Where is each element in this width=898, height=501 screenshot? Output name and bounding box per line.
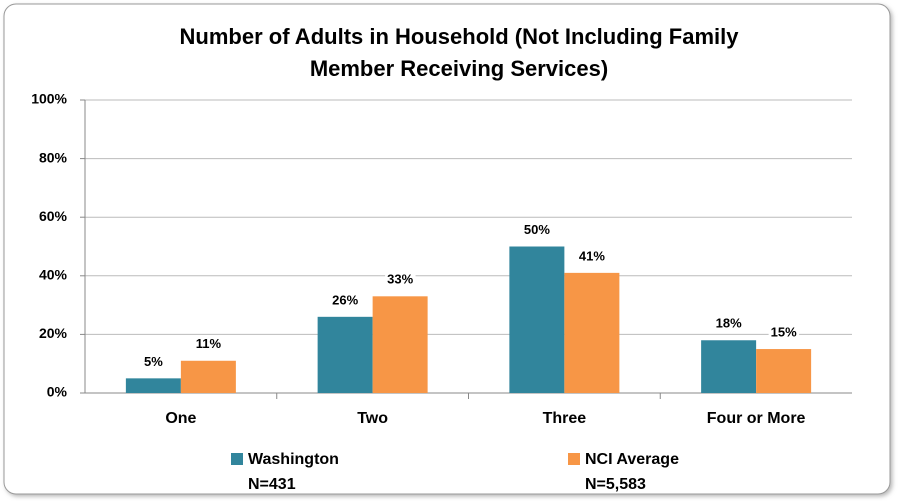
- legend-swatch: [568, 453, 580, 465]
- value-label: 15%: [771, 324, 797, 339]
- x-tick-label: Four or More: [707, 410, 806, 427]
- y-tick-label: 60%: [39, 208, 68, 224]
- value-label: 33%: [387, 272, 413, 287]
- bar: [180, 360, 236, 393]
- bar: [125, 378, 181, 393]
- x-tick-label: Three: [543, 410, 587, 427]
- legend-swatch: [231, 453, 243, 465]
- legend-n: N=431: [248, 476, 296, 493]
- chart-title: Member Receiving Services): [310, 56, 608, 81]
- bar: [509, 246, 565, 393]
- y-tick-label: 20%: [39, 325, 68, 341]
- x-tick-label: One: [165, 410, 196, 427]
- bar: [317, 316, 373, 393]
- y-tick-label: 40%: [39, 267, 68, 283]
- value-label-bg: [713, 315, 745, 331]
- legend-label: NCI Average: [585, 451, 679, 468]
- value-label-bg: [193, 336, 224, 352]
- value-label-bg: [330, 292, 361, 308]
- bar: [372, 296, 428, 393]
- value-label-bg: [768, 324, 800, 340]
- bar: [564, 272, 620, 393]
- bar: [701, 340, 757, 393]
- value-label: 41%: [579, 248, 605, 263]
- value-label-bg: [141, 353, 166, 369]
- value-label: 11%: [196, 336, 222, 351]
- legend-n: N=5,583: [585, 476, 646, 493]
- y-tick-label: 0%: [47, 384, 68, 400]
- value-label-bg: [521, 221, 553, 237]
- chart-title: Number of Adults in Household (Not Inclu…: [180, 24, 740, 49]
- value-label: 50%: [524, 222, 550, 237]
- bar: [756, 349, 812, 393]
- value-label-bg: [385, 271, 416, 287]
- legend-label: Washington: [248, 451, 339, 468]
- value-label: 5%: [144, 354, 163, 369]
- y-tick-label: 80%: [39, 149, 68, 165]
- y-tick-label: 100%: [31, 91, 67, 107]
- value-label: 26%: [332, 292, 358, 307]
- value-label: 18%: [716, 316, 742, 331]
- value-label-bg: [576, 248, 608, 264]
- x-tick-label: Two: [357, 410, 388, 427]
